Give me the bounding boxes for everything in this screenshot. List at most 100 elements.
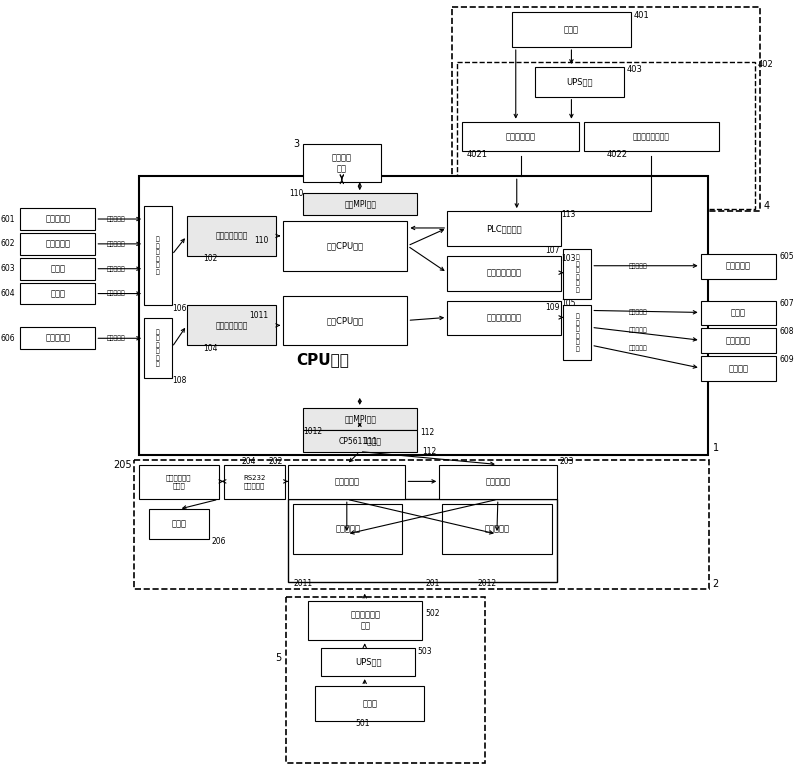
Text: 503: 503 [418, 647, 432, 656]
Text: 模拟量输出模块: 模拟量输出模块 [487, 269, 522, 278]
Text: 第一MPI接口: 第一MPI接口 [344, 200, 376, 209]
Text: 第二MPI接口: 第二MPI接口 [344, 414, 376, 423]
Bar [134, 459, 709, 589]
Bar [701, 253, 776, 279]
Text: 5: 5 [275, 654, 282, 664]
Bar [288, 465, 406, 499]
Text: 4021: 4021 [467, 150, 488, 159]
Bar [20, 283, 95, 304]
Text: 109: 109 [545, 303, 559, 312]
Text: 202: 202 [269, 457, 283, 466]
Text: RS232
串口服务器: RS232 串口服务器 [243, 475, 266, 488]
Text: PLC电源模块: PLC电源模块 [486, 224, 522, 233]
Text: 第
一
前
连
接
器: 第 一 前 连 接 器 [575, 255, 579, 293]
Bar [701, 329, 776, 353]
Text: 2011: 2011 [293, 579, 312, 588]
Text: 流量计: 流量计 [50, 264, 65, 273]
Bar [144, 206, 172, 306]
Bar [283, 296, 407, 346]
Text: 第一交流稳压电源: 第一交流稳压电源 [633, 132, 670, 141]
Text: 液氮泵: 液氮泵 [731, 309, 746, 317]
Text: 1011: 1011 [249, 311, 268, 320]
Text: 604: 604 [0, 289, 15, 298]
Text: UPS电源: UPS电源 [355, 657, 382, 667]
Text: 液位片: 液位片 [50, 289, 65, 298]
Bar [534, 67, 624, 97]
Text: 605: 605 [779, 252, 794, 261]
Text: 108: 108 [172, 376, 186, 385]
Text: CPU模块: CPU模块 [297, 353, 350, 368]
Bar [286, 597, 485, 763]
Text: 模拟量信号: 模拟量信号 [107, 241, 126, 247]
Text: 608: 608 [779, 327, 794, 336]
Text: 607: 607 [779, 299, 794, 308]
Bar [20, 258, 95, 280]
Text: 203: 203 [559, 457, 574, 466]
Bar [20, 233, 95, 255]
Text: 602: 602 [0, 240, 15, 248]
Text: 现场控制
模块: 现场控制 模块 [332, 154, 352, 173]
Text: 第
一
前
连
接
器: 第 一 前 连 接 器 [156, 237, 160, 275]
Text: 气动调节阀: 气动调节阀 [726, 336, 751, 346]
Text: 1: 1 [713, 442, 718, 452]
Text: 103: 103 [562, 254, 576, 263]
Text: 阀门定位器: 阀门定位器 [45, 334, 70, 343]
Bar [512, 12, 631, 47]
Text: 第二上位机: 第二上位机 [484, 525, 510, 534]
Text: 102: 102 [204, 254, 218, 263]
Text: 4022: 4022 [606, 150, 627, 159]
Text: 第一CPU模块: 第一CPU模块 [326, 241, 364, 250]
Text: 远程数据处理
计算机: 远程数据处理 计算机 [166, 475, 191, 489]
Text: 403: 403 [627, 65, 643, 74]
Text: 第
三
前
连
接
器: 第 三 前 连 接 器 [156, 329, 160, 367]
Bar [223, 465, 285, 499]
Bar [462, 121, 579, 151]
Bar [563, 306, 591, 360]
Text: 111: 111 [362, 437, 377, 446]
Text: 201: 201 [425, 579, 439, 588]
Text: 501: 501 [355, 720, 370, 728]
Bar [288, 499, 557, 582]
Text: 直流稳压电源: 直流稳压电源 [506, 132, 536, 141]
Text: 第一以太网: 第一以太网 [334, 478, 359, 486]
Text: 温度传感器: 温度传感器 [45, 240, 70, 248]
Bar [144, 319, 172, 378]
Bar [149, 509, 209, 539]
Text: 204: 204 [241, 457, 256, 466]
Bar [20, 327, 95, 349]
Text: 401: 401 [634, 11, 650, 20]
Bar [20, 208, 95, 230]
Bar [303, 194, 418, 215]
Text: 4: 4 [763, 201, 770, 211]
Text: 数字量信号: 数字量信号 [629, 327, 647, 333]
Text: 603: 603 [0, 264, 15, 273]
Text: 模拟量输入模块: 模拟量输入模块 [215, 231, 248, 240]
Bar [442, 505, 551, 554]
Text: 112: 112 [422, 447, 437, 456]
Text: 112: 112 [420, 429, 434, 437]
Bar [452, 8, 760, 211]
Text: 2: 2 [713, 579, 718, 589]
Bar [186, 306, 276, 346]
Text: 配电柜: 配电柜 [564, 25, 579, 35]
Text: 压力传感器: 压力传感器 [45, 214, 70, 223]
Text: 1012: 1012 [303, 427, 322, 436]
Bar [447, 211, 562, 246]
Text: 106: 106 [172, 304, 186, 313]
Text: 第二以太网: 第二以太网 [486, 478, 510, 486]
Bar [283, 221, 407, 270]
Text: 第二CPU模块: 第二CPU模块 [326, 316, 364, 325]
Text: 113: 113 [562, 210, 576, 219]
Text: 2012: 2012 [478, 579, 497, 588]
Bar [139, 177, 707, 455]
Text: 模拟量信号: 模拟量信号 [629, 263, 647, 269]
Bar [186, 216, 276, 256]
Text: 第二交流稳压
电源: 第二交流稳压 电源 [350, 611, 380, 631]
Text: UPS电源: UPS电源 [566, 78, 593, 86]
Text: 104: 104 [204, 344, 218, 353]
Bar [263, 191, 566, 435]
Bar [139, 465, 218, 499]
Text: 205: 205 [114, 459, 132, 469]
Text: 606: 606 [0, 334, 15, 343]
Text: 402: 402 [758, 61, 773, 69]
